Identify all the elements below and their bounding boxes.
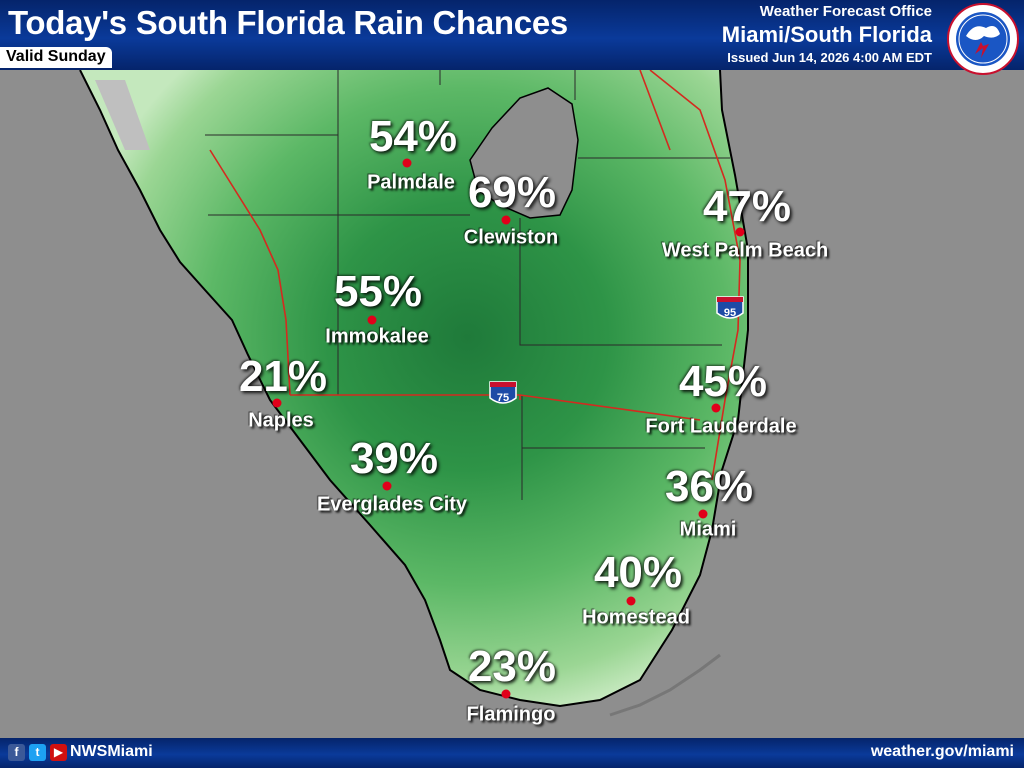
lake-okeechobee <box>469 87 579 219</box>
rain-chance-value: 21% <box>238 352 328 401</box>
page-title: Today's South Florida Rain Chances <box>8 4 568 41</box>
city-dot <box>501 689 511 699</box>
rain-chance-value: 23% <box>467 642 557 691</box>
city-dot <box>382 481 392 491</box>
city-dot <box>711 403 721 413</box>
city-dot <box>272 398 282 408</box>
issued-timestamp: Issued Jun 14, 2026 4:00 AM EDT <box>727 50 932 65</box>
city-name: Clewiston <box>463 226 559 249</box>
office-label: Weather Forecast Office <box>759 3 932 20</box>
rain-chance-value: 36% <box>664 462 754 511</box>
i95-shield: 95 <box>716 296 744 319</box>
valid-day-label: Valid Sunday <box>0 47 112 68</box>
twitter-icon[interactable]: t <box>29 744 46 761</box>
rain-chance-value: 40% <box>593 548 683 597</box>
city-name: Immokalee <box>325 325 429 348</box>
header-bar: Today's South Florida Rain Chances Valid… <box>0 0 1024 75</box>
city-name: Everglades City <box>316 493 468 516</box>
website-link[interactable]: weather.gov/miami <box>870 743 1014 760</box>
rain-chance-map: 75 95 <box>79 70 749 717</box>
rain-chance-value: 55% <box>333 267 423 316</box>
city-name: Palmdale <box>367 171 455 194</box>
i75-shield: 75 <box>489 381 517 404</box>
city-name: Fort Lauderdale <box>645 415 797 438</box>
city-dot <box>735 227 745 237</box>
rain-chance-value: 54% <box>368 112 458 161</box>
city-dot <box>402 158 412 168</box>
keys <box>609 653 721 717</box>
i75-label: 75 <box>497 392 509 404</box>
i95-label: 95 <box>724 307 736 319</box>
rain-chance-value: 47% <box>702 182 792 231</box>
nws-logo-icon <box>947 3 1019 75</box>
facebook-icon[interactable]: f <box>8 744 25 761</box>
office-name: Miami/South Florida <box>721 22 932 47</box>
rain-chance-value: 45% <box>678 357 768 406</box>
rain-chance-value: 39% <box>349 434 439 483</box>
florida-peninsula <box>80 70 748 706</box>
western-gray-area <box>95 80 150 150</box>
city-name: Homestead <box>582 606 690 629</box>
rain-chance-value: 69% <box>467 168 557 217</box>
city-dot <box>501 215 511 225</box>
social-handle[interactable]: NWSMiami <box>70 743 153 760</box>
coastline <box>79 70 749 708</box>
roads <box>209 70 741 481</box>
youtube-icon[interactable]: ▶ <box>50 744 67 761</box>
footer-bar: f t ▶ NWSMiami weather.gov/miami <box>0 738 1024 768</box>
city-dot <box>698 509 708 519</box>
city-name: Miami <box>679 518 737 541</box>
city-dot <box>626 596 636 606</box>
city-name: West Palm Beach <box>661 239 829 262</box>
city-name: Flamingo <box>466 703 556 726</box>
city-name: Naples <box>248 409 314 432</box>
city-dot <box>367 315 377 325</box>
